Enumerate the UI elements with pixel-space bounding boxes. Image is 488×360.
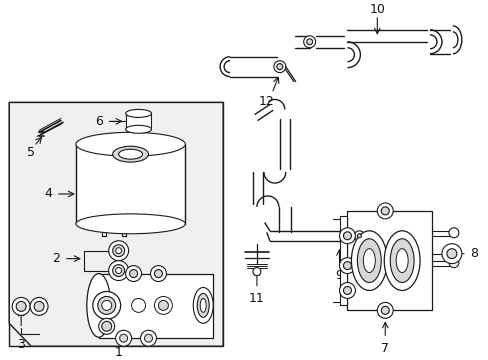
Ellipse shape — [112, 265, 124, 276]
Ellipse shape — [363, 249, 375, 273]
Ellipse shape — [144, 334, 152, 342]
Ellipse shape — [30, 297, 48, 315]
Ellipse shape — [112, 245, 124, 257]
Text: 9: 9 — [335, 269, 343, 282]
Bar — [125, 113, 151, 129]
Ellipse shape — [99, 318, 115, 334]
Ellipse shape — [377, 302, 392, 318]
Ellipse shape — [140, 330, 156, 346]
Ellipse shape — [125, 266, 141, 282]
Ellipse shape — [252, 267, 261, 275]
Ellipse shape — [377, 203, 392, 219]
Ellipse shape — [343, 232, 351, 240]
Ellipse shape — [76, 132, 185, 156]
Text: 7: 7 — [381, 342, 388, 355]
Ellipse shape — [339, 283, 355, 298]
Ellipse shape — [116, 248, 122, 254]
Ellipse shape — [154, 270, 162, 278]
Ellipse shape — [125, 125, 151, 133]
Ellipse shape — [446, 249, 456, 258]
Text: 4: 4 — [44, 188, 52, 201]
Bar — [9, 103, 223, 346]
Ellipse shape — [102, 321, 111, 331]
Ellipse shape — [116, 330, 131, 346]
Bar — [339, 216, 347, 305]
Ellipse shape — [354, 231, 364, 241]
Ellipse shape — [339, 228, 355, 244]
Ellipse shape — [119, 149, 142, 159]
Text: 8: 8 — [469, 247, 477, 260]
Bar — [347, 211, 431, 310]
Ellipse shape — [120, 334, 127, 342]
Ellipse shape — [34, 301, 44, 311]
Polygon shape — [9, 103, 223, 346]
Ellipse shape — [12, 297, 30, 315]
Text: 11: 11 — [248, 292, 264, 305]
Ellipse shape — [273, 61, 285, 73]
Ellipse shape — [448, 228, 458, 238]
Text: 6: 6 — [95, 115, 102, 128]
Text: 2: 2 — [52, 252, 60, 265]
Ellipse shape — [200, 298, 206, 312]
Ellipse shape — [76, 214, 185, 234]
Ellipse shape — [303, 36, 315, 48]
Ellipse shape — [16, 301, 26, 311]
Text: 12: 12 — [259, 95, 274, 108]
Ellipse shape — [381, 207, 388, 215]
Ellipse shape — [276, 64, 282, 69]
Ellipse shape — [125, 109, 151, 117]
Ellipse shape — [381, 306, 388, 314]
Ellipse shape — [102, 301, 111, 310]
Text: 10: 10 — [368, 4, 385, 17]
Ellipse shape — [395, 249, 407, 273]
Ellipse shape — [193, 288, 213, 323]
Ellipse shape — [343, 287, 351, 294]
Ellipse shape — [150, 266, 166, 282]
Ellipse shape — [158, 301, 168, 310]
Ellipse shape — [339, 258, 355, 274]
Ellipse shape — [343, 262, 351, 270]
Ellipse shape — [108, 261, 128, 280]
Ellipse shape — [306, 39, 312, 45]
Ellipse shape — [384, 231, 419, 291]
Ellipse shape — [98, 296, 116, 314]
Ellipse shape — [389, 239, 413, 283]
Ellipse shape — [108, 241, 128, 261]
Ellipse shape — [448, 258, 458, 267]
Ellipse shape — [197, 293, 209, 317]
Ellipse shape — [351, 231, 386, 291]
Ellipse shape — [87, 274, 110, 337]
Ellipse shape — [116, 267, 122, 274]
Text: 3: 3 — [17, 338, 25, 351]
Text: 5: 5 — [27, 146, 35, 159]
Text: 1: 1 — [115, 346, 122, 359]
Bar — [99, 274, 213, 338]
Bar — [76, 144, 185, 224]
Ellipse shape — [357, 234, 361, 238]
Ellipse shape — [357, 239, 381, 283]
Ellipse shape — [93, 292, 121, 319]
Ellipse shape — [112, 146, 148, 162]
Ellipse shape — [441, 244, 461, 264]
Ellipse shape — [129, 270, 137, 278]
Ellipse shape — [131, 298, 145, 312]
Ellipse shape — [154, 296, 172, 314]
